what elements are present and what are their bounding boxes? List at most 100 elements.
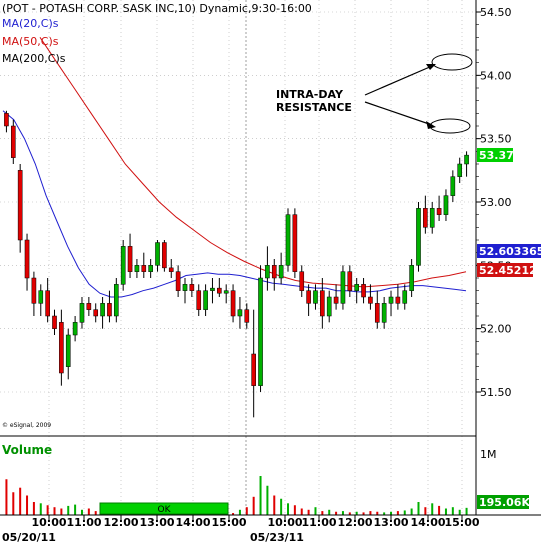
candle-body bbox=[79, 303, 85, 323]
volume-bar bbox=[314, 507, 317, 515]
candle-body bbox=[162, 242, 167, 269]
candle-body bbox=[127, 246, 133, 272]
volume-bar bbox=[444, 508, 447, 515]
ma20-price-tag bbox=[477, 244, 541, 258]
candle-body bbox=[457, 163, 463, 177]
volume-bar bbox=[465, 507, 468, 515]
volume-bar bbox=[390, 511, 393, 515]
volume-bar bbox=[451, 507, 454, 515]
copyright-text: © eSignal, 2009 bbox=[2, 422, 51, 429]
candle-body bbox=[196, 290, 202, 310]
volume-tag bbox=[477, 495, 529, 509]
x-tick-label: 14:00 bbox=[175, 516, 210, 529]
candle-body bbox=[251, 353, 256, 386]
annotation-line1: INTRA-DAY bbox=[276, 88, 344, 101]
arrow-upper bbox=[364, 65, 433, 96]
x-tick-label: 13:00 bbox=[373, 516, 408, 529]
ma50-price-tag bbox=[477, 263, 533, 277]
x-tick-label: 15:00 bbox=[444, 516, 479, 529]
candle-body bbox=[326, 296, 332, 317]
x-tick-label: 15:00 bbox=[211, 516, 246, 529]
volume-bar bbox=[431, 503, 434, 515]
candle-body bbox=[120, 246, 126, 285]
candle-body bbox=[93, 309, 99, 317]
candle-body bbox=[189, 284, 195, 291]
volume-bar bbox=[252, 496, 255, 515]
arrow-lower bbox=[364, 101, 433, 126]
x-tick-label: 11:00 bbox=[66, 516, 101, 529]
candle-body bbox=[313, 290, 318, 304]
x-tick-label: 10:00 bbox=[267, 516, 302, 529]
candle-body bbox=[10, 125, 16, 158]
y-tick-label: 54.00 bbox=[480, 69, 512, 82]
candle-body bbox=[38, 290, 44, 304]
candle-body bbox=[223, 290, 229, 294]
ok-bar[interactable] bbox=[99, 502, 229, 515]
volume-bar bbox=[417, 502, 420, 515]
candle-body bbox=[52, 315, 57, 329]
y-tick-label: 51.50 bbox=[480, 386, 512, 399]
candle-body bbox=[217, 287, 222, 294]
y-tick-label: 52.00 bbox=[480, 323, 512, 336]
ma50-price-text: 52.45212 bbox=[479, 264, 537, 277]
volume-bar bbox=[80, 509, 83, 515]
volume-bar bbox=[307, 509, 310, 515]
volume-bar bbox=[46, 505, 49, 515]
candle-body bbox=[374, 303, 380, 323]
candle-body bbox=[182, 284, 188, 291]
volume-bar bbox=[376, 511, 379, 515]
candle-body bbox=[299, 271, 305, 291]
candle-body bbox=[340, 271, 346, 304]
volume-label: Volume bbox=[2, 443, 52, 457]
y-tick-label: 53.00 bbox=[480, 196, 512, 209]
candle-body bbox=[409, 265, 414, 291]
volume-bar bbox=[362, 512, 365, 515]
volume-bar bbox=[273, 495, 276, 515]
volume-bar bbox=[321, 511, 324, 515]
ma20-price-text: 52.603365 bbox=[479, 245, 541, 258]
candle-body bbox=[368, 296, 373, 304]
candle-body bbox=[258, 277, 263, 386]
ma50-polyline bbox=[39, 37, 467, 288]
volume-bar bbox=[396, 511, 399, 515]
volume-bar bbox=[60, 508, 63, 515]
candle-body bbox=[443, 195, 449, 215]
candle-body bbox=[347, 271, 353, 291]
x-tick-label: 12:00 bbox=[103, 516, 138, 529]
candle-body bbox=[72, 322, 78, 336]
candle-body bbox=[436, 208, 442, 215]
candle-body bbox=[17, 170, 23, 241]
candle-body bbox=[333, 296, 339, 304]
volume-bar bbox=[19, 487, 22, 515]
candle-body bbox=[244, 309, 250, 323]
ok-label: OK bbox=[158, 505, 172, 515]
x-tick-label: 10:00 bbox=[31, 516, 66, 529]
volume-bar bbox=[53, 507, 56, 515]
volume-bar bbox=[87, 508, 90, 515]
candle-body bbox=[141, 265, 147, 272]
candle-body bbox=[278, 265, 284, 279]
candle-body bbox=[59, 322, 64, 374]
y-tick-label: 54.50 bbox=[480, 6, 512, 19]
volume-bar bbox=[355, 511, 358, 515]
volume-bar bbox=[259, 476, 262, 515]
volume-bar bbox=[32, 502, 35, 515]
time-axis-ticks: 10:00 11:00 12:00 13:00 14:00 15:00 10:0011:00… bbox=[2, 515, 480, 544]
candle-body bbox=[155, 242, 160, 266]
volume-axis-label: 1M bbox=[480, 448, 497, 461]
volume-bar bbox=[335, 511, 338, 515]
ma50-line bbox=[39, 37, 467, 288]
volume-bar bbox=[348, 512, 351, 515]
candle-body bbox=[292, 214, 298, 272]
volume-bar bbox=[293, 505, 296, 515]
arrow-lower-head bbox=[426, 121, 436, 129]
volume-bar bbox=[280, 498, 283, 515]
volume-bar bbox=[369, 511, 372, 515]
last-price-tag bbox=[477, 148, 513, 162]
grid bbox=[0, 0, 476, 515]
candle-body bbox=[416, 208, 421, 266]
candle-body bbox=[423, 208, 428, 228]
candle-body bbox=[388, 296, 394, 304]
candle-body bbox=[114, 284, 119, 317]
